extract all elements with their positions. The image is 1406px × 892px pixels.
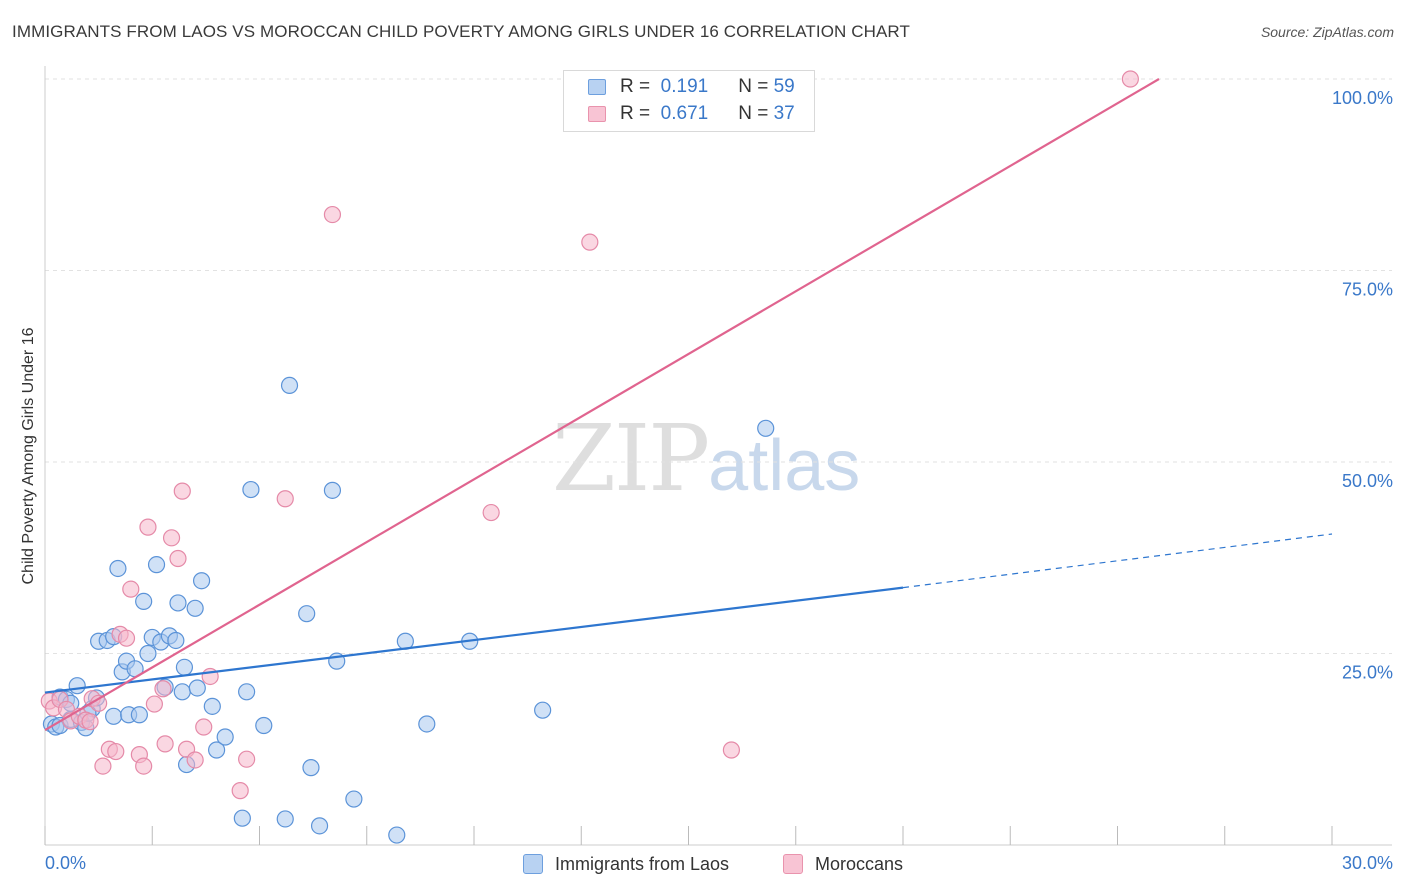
laos-point	[418, 715, 436, 733]
laos-point	[298, 605, 316, 623]
laos-point	[280, 376, 299, 394]
laos-point	[130, 706, 148, 724]
bottom-legend-moroccans: Moroccans	[783, 852, 903, 876]
laos-point	[255, 716, 273, 735]
source-attribution: Source: ZipAtlas.com	[1260, 24, 1394, 40]
moroccan-point	[195, 718, 213, 736]
tick-labels: 25.0% 50.0% 75.0% 100.0% 0.0% 30.0%	[45, 88, 1393, 873]
bottom-legend-label-moroccans: Moroccans	[815, 853, 904, 874]
x-tick-label-min: 0.0%	[45, 853, 86, 873]
moroccan-point	[162, 529, 181, 547]
moroccan-point	[276, 490, 294, 508]
laos-point	[175, 658, 194, 676]
moroccan-point	[482, 503, 500, 522]
laos-point	[173, 683, 191, 701]
watermark-atlas: atlas	[708, 426, 861, 506]
watermark-zip: ZIP	[552, 405, 710, 512]
chart-title: IMMIGRANTS FROM LAOS VS MOROCCAN CHILD P…	[12, 22, 910, 41]
legend-row-moroccans: R = 0.671 N = 37	[588, 103, 795, 125]
trend-lines	[44, 78, 1333, 732]
legend-n-value-laos: 59	[773, 76, 795, 97]
legend-r-label: R =	[620, 103, 651, 124]
laos-point	[105, 707, 123, 725]
legend-r-label: R =	[620, 76, 651, 97]
bottom-legend-swatch-moroccans	[783, 854, 803, 874]
bottom-legend-laos: Immigrants from Laos	[523, 852, 729, 876]
correlation-legend: R = 0.191 N = 59 R = 0.671 N = 37	[563, 70, 815, 132]
laos-point	[169, 594, 187, 612]
legend-r-value-moroccans: 0.671	[660, 103, 709, 124]
grid-lines	[45, 78, 1392, 654]
legend-row-laos: R = 0.191 N = 59	[588, 76, 795, 98]
legend-swatch-moroccans	[588, 106, 606, 122]
y-tick-label: 50.0%	[1342, 471, 1393, 491]
moroccan-point	[169, 549, 187, 568]
laos-point	[238, 683, 256, 701]
laos-trend-extension	[902, 533, 1333, 589]
laos-point	[388, 826, 406, 844]
laos-point	[167, 631, 185, 650]
moroccan-point	[323, 205, 342, 224]
y-tick-label: 75.0%	[1342, 280, 1393, 300]
bottom-legend-label-laos: Immigrants from Laos	[555, 853, 730, 874]
legend-n-label: N =	[738, 103, 769, 124]
moroccan-point	[581, 233, 599, 251]
laos-point	[203, 697, 221, 715]
laos-point	[242, 480, 260, 499]
moroccan-point	[156, 735, 174, 753]
laos-point	[147, 556, 166, 574]
moroccan-point	[145, 695, 163, 713]
bottom-legend-swatch-laos	[523, 854, 543, 874]
moroccan-point	[139, 518, 157, 536]
laos-trend-line	[44, 586, 904, 694]
laos-point	[233, 809, 251, 827]
laos-point	[188, 679, 206, 697]
laos-point	[757, 419, 775, 437]
laos-point	[135, 592, 153, 611]
laos-point	[345, 790, 363, 808]
moroccan-point	[722, 741, 741, 759]
axes	[44, 66, 1392, 846]
y-tick-label: 25.0%	[1342, 663, 1393, 683]
moroccan-point	[154, 680, 172, 698]
watermark: ZIPatlas	[552, 405, 860, 512]
laos-point	[109, 559, 127, 578]
laos-point	[310, 817, 329, 835]
legend-swatch-laos	[588, 79, 606, 95]
legend-n-value-moroccans: 37	[773, 103, 795, 124]
moroccan-point	[186, 751, 204, 769]
moroccan-point	[173, 482, 191, 500]
legend-r-value-laos: 0.191	[660, 76, 709, 97]
laos-point	[323, 481, 342, 499]
moroccan-point	[122, 580, 140, 598]
laos-point	[216, 728, 234, 746]
y-tick-label: 100.0%	[1332, 88, 1393, 108]
moroccan-point	[231, 782, 249, 800]
moroccan-point	[238, 750, 256, 768]
laos-point	[276, 810, 294, 828]
laos-point	[208, 741, 226, 759]
moroccan-point	[81, 713, 99, 731]
laos-point	[139, 644, 157, 663]
laos-point	[186, 599, 204, 617]
laos-point	[192, 572, 211, 590]
moroccan-point	[117, 629, 136, 647]
data-points	[40, 70, 1139, 844]
moroccan-point	[94, 757, 112, 775]
moroccan-point	[135, 757, 153, 775]
laos-point	[302, 759, 320, 777]
legend-n-label: N =	[738, 76, 769, 97]
laos-point	[68, 677, 86, 695]
moroccan-trend-line	[44, 78, 1160, 732]
moroccan-point	[1121, 70, 1139, 88]
laos-point	[534, 701, 552, 719]
y-axis-label: Child Poverty Among Girls Under 16	[20, 327, 37, 585]
x-tick-label-max: 30.0%	[1342, 853, 1393, 873]
moroccan-point	[107, 742, 125, 761]
